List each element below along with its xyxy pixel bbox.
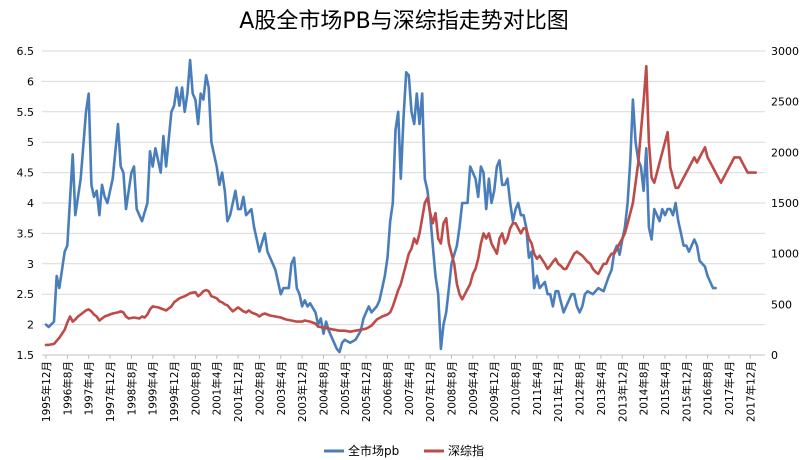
y-right-tick-label: 1500 bbox=[771, 197, 799, 210]
x-tick-label: 2001年12月 bbox=[232, 361, 245, 422]
x-tick-label: 2011年12月 bbox=[552, 361, 565, 422]
x-tick-label: 2015年12月 bbox=[680, 361, 693, 422]
series-line-szzs bbox=[44, 64, 758, 347]
x-tick-label: 2009年12月 bbox=[488, 361, 501, 422]
x-tick-label: 2003年12月 bbox=[296, 361, 309, 422]
x-tick-label: 2004年8月 bbox=[317, 361, 330, 415]
x-tick-label: 1999年4月 bbox=[147, 361, 160, 415]
x-tick-label: 2017年12月 bbox=[744, 361, 757, 422]
x-axis: 1995年12月 1996年8月 1997年4月 1997年12月 1998年8月 199… bbox=[40, 354, 765, 422]
y-left-tick-label: 6 bbox=[27, 75, 34, 88]
x-tick-label: 2001年4月 bbox=[211, 361, 224, 415]
series-group bbox=[44, 58, 758, 354]
y-left-tick-label: 4 bbox=[27, 197, 34, 210]
x-tick-label: 2015年4月 bbox=[659, 361, 672, 415]
y-right-tick-label: 0 bbox=[771, 349, 778, 362]
x-tick-label: 2005年4月 bbox=[339, 361, 352, 415]
y-right-tick-label: 2500 bbox=[771, 96, 799, 109]
x-tick-label: 2012年8月 bbox=[574, 361, 587, 415]
x-tick-label: 2007年12月 bbox=[424, 361, 437, 422]
x-tick-label: 2017年4月 bbox=[723, 361, 736, 415]
x-tick-label: 2003年4月 bbox=[275, 361, 288, 415]
y-left-tick-label: 3.5 bbox=[17, 227, 35, 240]
y-left-tick-label: 5 bbox=[27, 136, 34, 149]
x-tick-label: 2013年12月 bbox=[616, 361, 629, 422]
x-tick-label: 1996年8月 bbox=[61, 361, 74, 415]
x-tick-label: 2006年8月 bbox=[381, 361, 394, 415]
x-tick-label: 2000年8月 bbox=[189, 361, 202, 415]
y-left-tick-label: 3 bbox=[27, 258, 34, 271]
x-tick-label: 2007年4月 bbox=[403, 361, 416, 415]
x-tick-label: 2008年8月 bbox=[446, 361, 459, 415]
x-tick-label: 2009年4月 bbox=[467, 361, 480, 415]
legend-label: 全市场pb bbox=[348, 443, 399, 458]
y-right-tick-label: 500 bbox=[771, 298, 792, 311]
x-tick-label: 2005年12月 bbox=[360, 361, 373, 422]
y-left-tick-label: 2 bbox=[27, 319, 34, 332]
y-left-tick-label: 2.5 bbox=[17, 288, 35, 301]
x-tick-label: 2014年8月 bbox=[638, 361, 651, 415]
x-tick-label: 1999年12月 bbox=[168, 361, 181, 422]
x-tick-label: 2013年4月 bbox=[595, 361, 608, 415]
legend: 全市场pb 深综指 bbox=[324, 443, 484, 458]
x-tick-label: 2011年4月 bbox=[531, 361, 544, 415]
x-tick-label: 1998年8月 bbox=[125, 361, 138, 415]
y-axis-left: 1.5 2 2.5 3 3.5 4 4.5 5 5.5 6 6.5 bbox=[17, 45, 35, 362]
y-right-tick-label: 1000 bbox=[771, 248, 799, 261]
y-axis-right: 0 500 1000 1500 2000 2500 3000 bbox=[771, 45, 799, 362]
x-tick-label: 2016年8月 bbox=[702, 361, 715, 415]
y-left-tick-label: 4.5 bbox=[17, 167, 35, 180]
x-tick-label: 2002年8月 bbox=[253, 361, 266, 415]
y-right-tick-label: 3000 bbox=[771, 45, 799, 58]
x-tick-label: 1997年4月 bbox=[83, 361, 96, 415]
series-line-pb bbox=[44, 58, 717, 354]
y-left-tick-label: 5.5 bbox=[17, 106, 35, 119]
y-left-tick-label: 6.5 bbox=[17, 45, 35, 58]
x-tick-label: 2010年8月 bbox=[510, 361, 523, 415]
legend-label: 深综指 bbox=[448, 443, 484, 458]
y-left-tick-label: 1.5 bbox=[17, 349, 35, 362]
y-right-tick-label: 2000 bbox=[771, 146, 799, 159]
x-tick-label: 1997年12月 bbox=[104, 361, 117, 422]
chart-title: A股全市场PB与深综指走势对比图 bbox=[239, 9, 568, 34]
x-tick-label: 1995年12月 bbox=[40, 361, 53, 422]
